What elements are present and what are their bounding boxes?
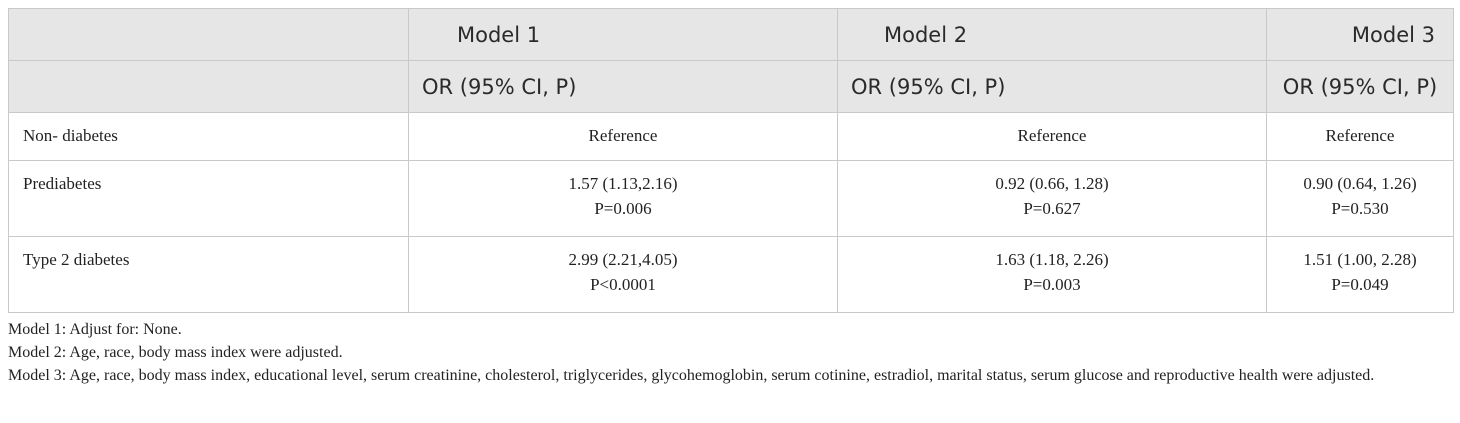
table-cell: Reference bbox=[1266, 112, 1454, 161]
header-empty-cell bbox=[8, 8, 409, 61]
table-cell: 2.99 (2.21,4.05) P<0.0001 bbox=[408, 236, 838, 313]
header-metric-model-3: OR (95% CI, P) bbox=[1266, 60, 1454, 113]
header-metric-model-1: OR (95% CI, P) bbox=[408, 60, 838, 113]
row-label: Type 2 diabetes bbox=[8, 236, 409, 313]
row-label: Non- diabetes bbox=[8, 112, 409, 161]
table-footnotes: Model 1: Adjust for: None. Model 2: Age,… bbox=[8, 318, 1453, 387]
or-value: 0.90 (0.64, 1.26) bbox=[1303, 174, 1417, 193]
p-value: P=0.530 bbox=[1331, 199, 1389, 218]
table-cell: Reference bbox=[408, 112, 838, 161]
table-cell: 0.92 (0.66, 1.28) P=0.627 bbox=[837, 160, 1267, 237]
p-value: P<0.0001 bbox=[590, 275, 656, 294]
table-row: Type 2 diabetes 2.99 (2.21,4.05) P<0.000… bbox=[8, 236, 1454, 313]
or-value: Reference bbox=[1017, 126, 1087, 145]
table-cell: 1.57 (1.13,2.16) P=0.006 bbox=[408, 160, 838, 237]
row-label: Prediabetes bbox=[8, 160, 409, 237]
footnote-model-1: Model 1: Adjust for: None. bbox=[8, 321, 182, 338]
p-value: P=0.627 bbox=[1023, 199, 1081, 218]
or-value: 1.63 (1.18, 2.26) bbox=[995, 250, 1109, 269]
results-table: Model 1 Model 2 Model 3 OR (95% CI, P) O… bbox=[8, 8, 1454, 313]
p-value: P=0.003 bbox=[1023, 275, 1081, 294]
header-row-models: Model 1 Model 2 Model 3 bbox=[8, 8, 1454, 61]
table-row: Prediabetes 1.57 (1.13,2.16) P=0.006 0.9… bbox=[8, 160, 1454, 237]
or-value: 1.57 (1.13,2.16) bbox=[568, 174, 678, 193]
or-value: Reference bbox=[588, 126, 658, 145]
table-cell: 1.51 (1.00, 2.28) P=0.049 bbox=[1266, 236, 1454, 313]
or-value: 2.99 (2.21,4.05) bbox=[568, 250, 678, 269]
p-value: P=0.049 bbox=[1331, 275, 1389, 294]
or-value: 1.51 (1.00, 2.28) bbox=[1303, 250, 1417, 269]
table-cell: 0.90 (0.64, 1.26) P=0.530 bbox=[1266, 160, 1454, 237]
p-value: P=0.006 bbox=[594, 199, 652, 218]
header-model-1: Model 1 bbox=[408, 8, 838, 61]
footnote-model-2: Model 2: Age, race, body mass index were… bbox=[8, 344, 343, 361]
or-value: 0.92 (0.66, 1.28) bbox=[995, 174, 1109, 193]
header-model-3: Model 3 bbox=[1266, 8, 1454, 61]
table-cell: 1.63 (1.18, 2.26) P=0.003 bbox=[837, 236, 1267, 313]
or-value: Reference bbox=[1325, 126, 1395, 145]
table-cell: Reference bbox=[837, 112, 1267, 161]
header-metric-model-2: OR (95% CI, P) bbox=[837, 60, 1267, 113]
table-row: Non- diabetes Reference Reference Refere… bbox=[8, 112, 1454, 161]
header-model-2: Model 2 bbox=[837, 8, 1267, 61]
header-row-metric: OR (95% CI, P) OR (95% CI, P) OR (95% CI… bbox=[8, 60, 1454, 113]
header-empty-cell-2 bbox=[8, 60, 409, 113]
results-table-container: Model 1 Model 2 Model 3 OR (95% CI, P) O… bbox=[8, 8, 1454, 313]
footnote-model-3: Model 3: Age, race, body mass index, edu… bbox=[8, 367, 1375, 384]
